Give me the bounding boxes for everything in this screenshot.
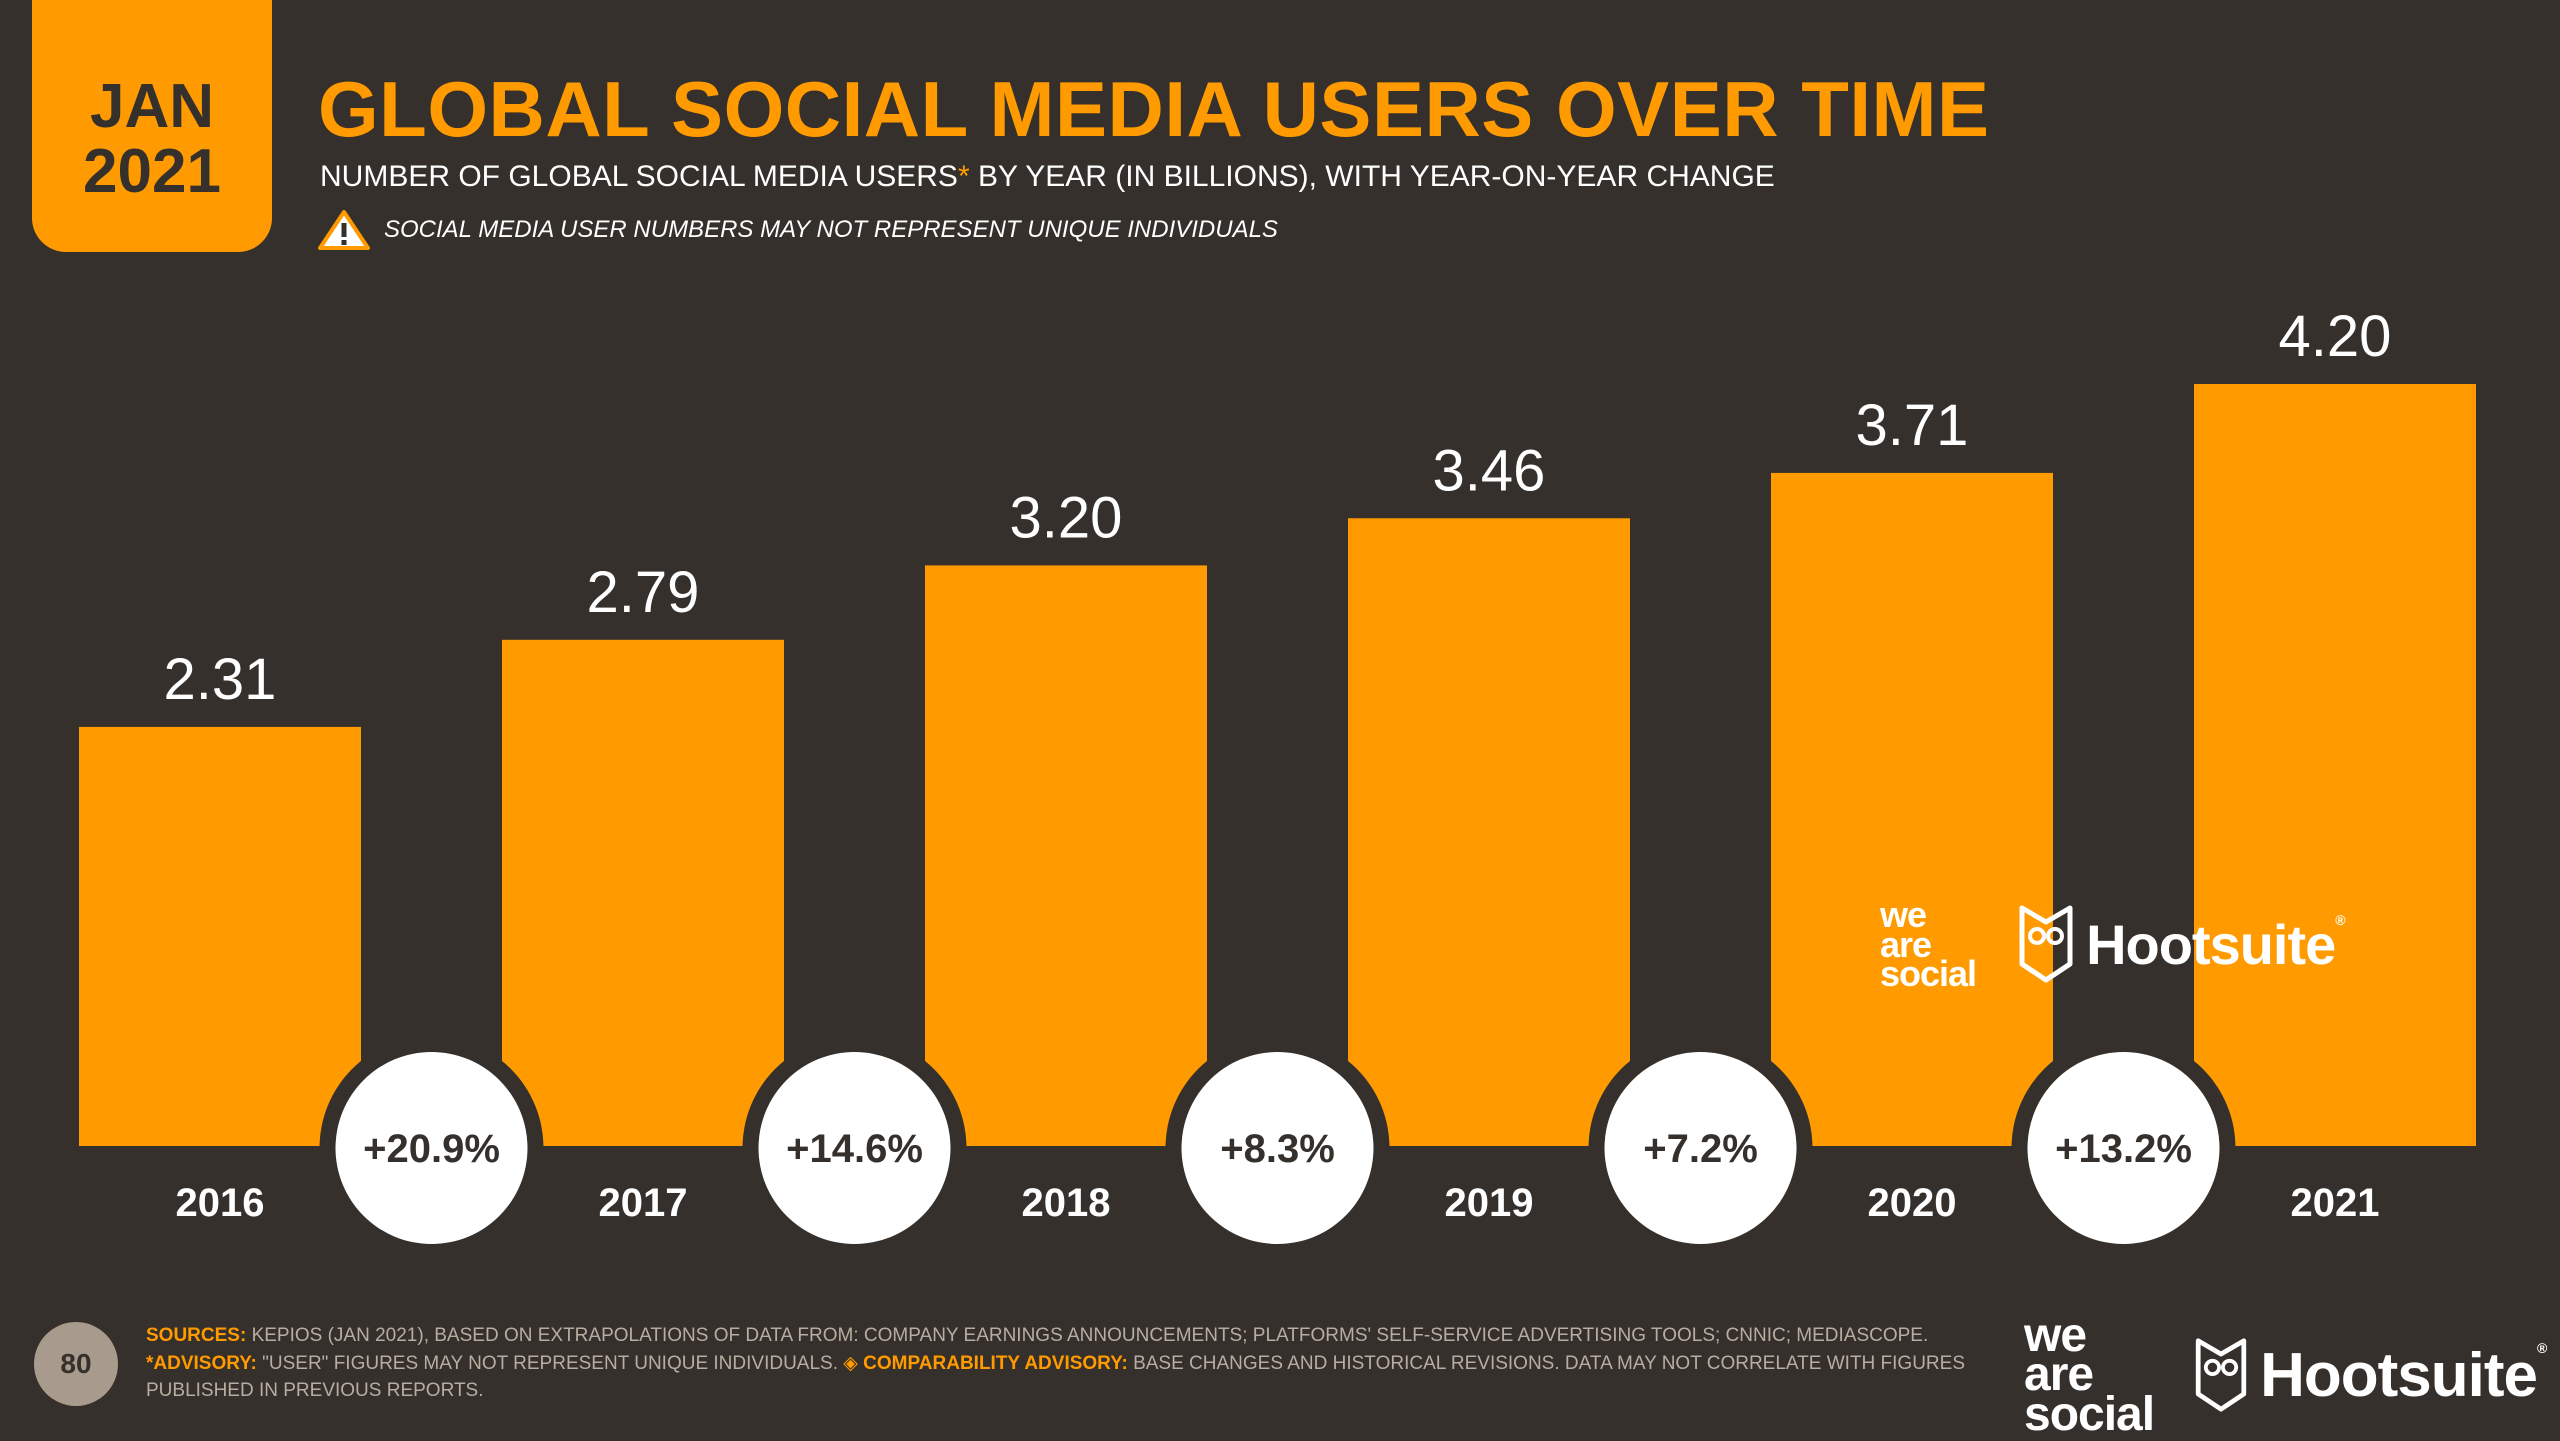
yoy-change-label-4: +7.2% <box>1643 1127 1758 1171</box>
was-line-1: we <box>1880 894 1927 935</box>
badge-month: JAN <box>89 71 215 141</box>
category-label-2018: 2018 <box>1022 1181 1111 1225</box>
footer-hootsuite-logo: Hootsuite® <box>2194 1337 2547 1413</box>
owl-icon <box>2019 905 2073 983</box>
brand-logos-watermark: we are social Hootsuite® <box>1880 894 2346 995</box>
subtitle-rest: BY YEAR (IN BILLIONS), WITH YEAR-ON-YEAR… <box>969 160 1775 193</box>
footer-we-are-social-logo: we are social <box>2024 1309 2155 1441</box>
footnotes: SOURCES: KEPIOS (JAN 2021), BASED ON EXT… <box>146 1322 1996 1405</box>
bar-chart: 2.31 2016 2.79 2017 3.20 2018 3.46 2019 3.71 2020… <box>79 304 2476 1244</box>
bar-2020 <box>1771 472 2053 1146</box>
footer-was-line-1: we <box>2024 1309 2087 1362</box>
yoy-circle-5 <box>2027 1052 2220 1244</box>
yoy-circle-2 <box>758 1052 951 1244</box>
page-title: GLOBAL SOCIAL MEDIA USERS OVER TIME <box>318 65 1990 153</box>
value-label-2019: 3.46 <box>1433 438 1546 503</box>
comparability-icon: ◈ <box>843 1352 858 1374</box>
comparability-label: COMPARABILITY ADVISORY: <box>857 1352 1128 1374</box>
footer-was-line-3: social <box>2024 1387 2155 1441</box>
category-label-2021: 2021 <box>2291 1181 2380 1225</box>
warning-text: SOCIAL MEDIA USER NUMBERS MAY NOT REPRES… <box>384 216 1278 243</box>
brand-logos-footer: we are social Hootsuite® <box>2024 1309 2547 1441</box>
advisory-text: "USER" FIGURES MAY NOT REPRESENT UNIQUE … <box>256 1352 844 1374</box>
we-are-social-logo: we are social <box>1880 894 1977 995</box>
yoy-change-label-3: +8.3% <box>1220 1127 1335 1171</box>
category-label-2019: 2019 <box>1445 1181 1534 1225</box>
chart-subtitle: NUMBER OF GLOBAL SOCIAL MEDIA USERS* BY … <box>320 160 1775 194</box>
bar-2019 <box>1348 518 1630 1146</box>
value-label-2017: 2.79 <box>587 560 700 625</box>
bar-2016 <box>79 726 361 1146</box>
yoy-change-label-1: +20.9% <box>363 1127 500 1171</box>
footer-was-line-2: are <box>2024 1348 2094 1402</box>
warning-icon <box>318 210 370 250</box>
comparability-text: BASE CHANGES AND HISTORICAL REVISIONS. D… <box>146 1352 1966 1402</box>
was-line-2: are <box>1880 923 1932 965</box>
footer-owl-icon <box>2195 1338 2247 1412</box>
value-label-2020: 3.71 <box>1856 393 1969 458</box>
hootsuite-name: Hootsuite <box>2086 912 2336 976</box>
category-label-2017: 2017 <box>599 1181 688 1225</box>
sources-label: SOURCES: <box>146 1325 247 1346</box>
yoy-change-label-2: +14.6% <box>786 1127 923 1171</box>
footer-hootsuite-name: Hootsuite <box>2260 1340 2538 1410</box>
date-badge: JAN 2021 <box>32 0 272 252</box>
bar-2021 <box>2194 384 2476 1146</box>
value-label-2021: 4.20 <box>2279 304 2392 369</box>
yoy-circle-3 <box>1181 1052 1374 1244</box>
yoy-circle-1 <box>335 1052 528 1244</box>
bar-2017 <box>502 639 784 1146</box>
bar-2018 <box>925 565 1207 1146</box>
footer-registered-mark: ® <box>2536 1339 2548 1356</box>
subtitle-star: * <box>957 160 970 193</box>
registered-mark: ® <box>2335 911 2346 928</box>
advisory-label: *ADVISORY: <box>146 1352 257 1374</box>
page-number: 80 <box>34 1322 118 1406</box>
sources-text: KEPIOS (JAN 2021), BASED ON EXTRAPOLATIO… <box>246 1325 1929 1346</box>
category-label-2016: 2016 <box>176 1181 265 1225</box>
warning-note: SOCIAL MEDIA USER NUMBERS MAY NOT REPRES… <box>318 210 1278 250</box>
badge-year: 2021 <box>83 137 221 206</box>
category-label-2020: 2020 <box>1868 1181 1957 1225</box>
value-label-2018: 3.20 <box>1010 485 1123 550</box>
hootsuite-logo: Hootsuite® <box>2018 904 2346 984</box>
subtitle-main: NUMBER OF GLOBAL SOCIAL MEDIA USERS <box>320 160 958 193</box>
value-label-2016: 2.31 <box>164 647 277 712</box>
yoy-circle-4 <box>1604 1052 1797 1244</box>
was-line-3: social <box>1880 953 1977 995</box>
yoy-change-label-5: +13.2% <box>2055 1127 2192 1171</box>
